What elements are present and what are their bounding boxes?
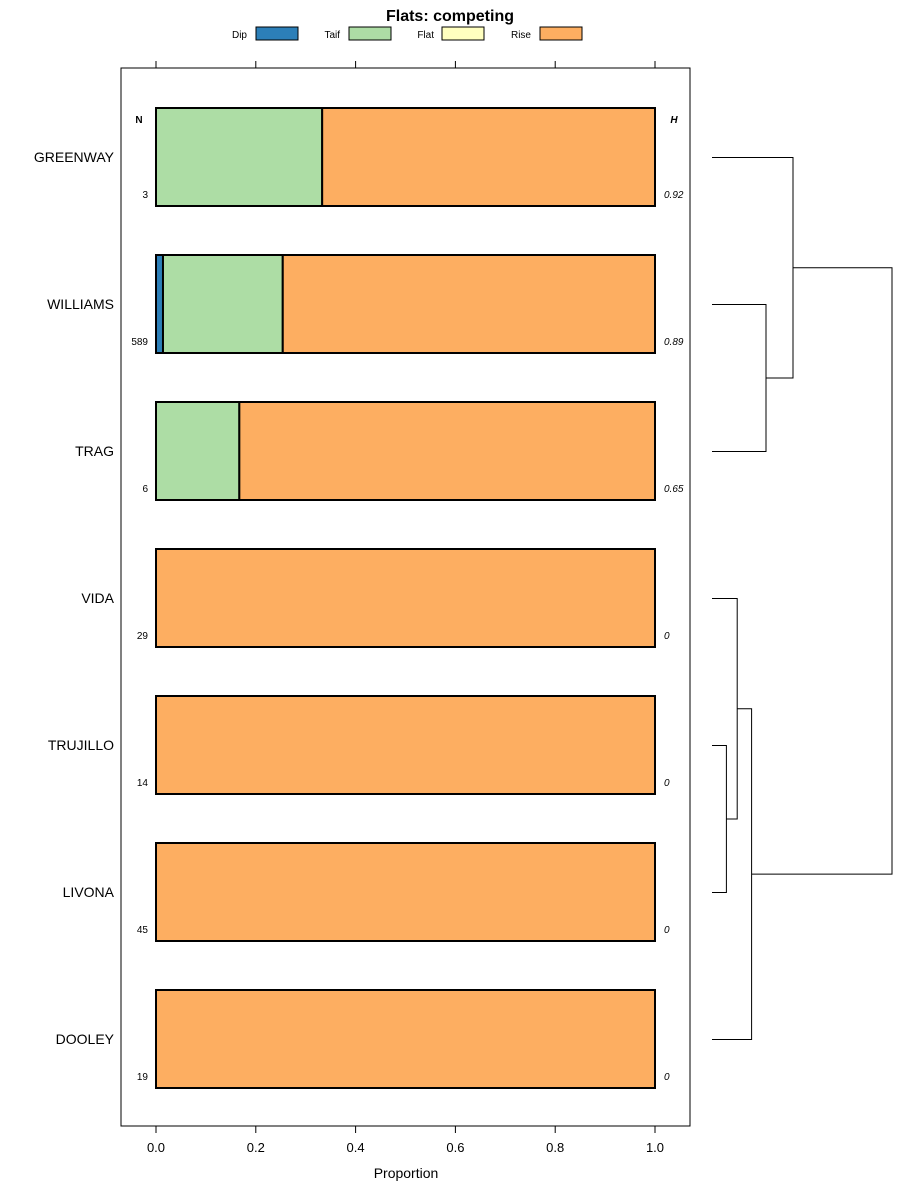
bar-segment-trag-taif [155,401,241,501]
legend-swatch-taif [348,26,392,41]
x-tick-label-2: 0.4 [347,1140,365,1155]
legend-label-rise: Rise [511,30,531,41]
n-value-trujillo: 14 [137,778,149,789]
legend-swatch-rise [539,26,583,41]
bar-segment-greenway-rise [321,107,656,207]
h-value-williams: 0.89 [664,337,684,348]
legend-label-taif: Taif [324,30,340,41]
legend-swatch-dip [255,26,299,41]
h-value-dooley: 0 [664,1072,670,1083]
dendrogram-link-3 [712,598,738,820]
plot-frame [120,67,691,1127]
bar-segment-dooley-rise [155,989,656,1089]
bar-segment-vida-rise [155,548,656,648]
category-label-vida: VIDA [81,590,114,606]
x-axis: 0.0 0.2 0.4 0.6 0.8 1.0 [147,1126,664,1155]
category-label-livona: LIVONA [63,884,115,900]
category-label-williams: WILLIAMS [47,296,114,312]
h-value-vida: 0 [664,631,670,642]
side-labels: GREENWAY 3 0.92 N H WILLIAMS 589 0.89 TRAG 6 0.65 V… [34,115,684,1083]
bar-segment-williams-taif [161,254,284,354]
bar-segment-williams-dip [155,254,164,354]
x-tick-label-0: 0.0 [147,1140,165,1155]
x-axis-title: Proportion [374,1165,439,1181]
n-value-vida: 29 [137,631,149,642]
top-axis-ticks [155,61,656,68]
legend-label-flat: Flat [417,30,434,41]
h-value-trujillo: 0 [664,778,670,789]
chart-title: Flats: competing [386,8,514,25]
dendrogram [712,157,893,1040]
bar-segment-trujillo-rise [155,695,656,795]
n-value-dooley: 19 [137,1072,149,1083]
category-label-trag: TRAG [75,443,114,459]
bars-group [155,107,656,1089]
bar-segment-greenway-taif [155,107,324,207]
x-tick-label-3: 0.6 [446,1140,464,1155]
bar-segment-livona-rise [155,842,656,942]
n-value-trag: 6 [142,484,148,495]
n-header: N [135,115,142,126]
x-tick-label-5: 1.0 [646,1140,664,1155]
category-label-dooley: DOOLEY [56,1031,115,1047]
dendrogram-link-0 [712,304,767,452]
h-value-trag: 0.65 [664,484,684,495]
category-label-greenway: GREENWAY [34,149,115,165]
dendrogram-link-2 [712,745,727,893]
category-label-trujillo: TRUJILLO [48,737,114,753]
n-value-williams: 589 [131,337,148,348]
dendrogram-link-5 [751,267,893,875]
h-value-greenway: 0.92 [664,190,684,201]
h-value-livona: 0 [664,925,670,936]
bar-segment-trag-rise [238,401,656,501]
n-value-greenway: 3 [142,190,148,201]
bar-segment-williams-rise [281,254,656,354]
x-tick-label-1: 0.2 [247,1140,265,1155]
n-value-livona: 45 [137,925,149,936]
dendrogram-link-1 [712,157,794,379]
legend-label-dip: Dip [232,30,247,41]
h-header: H [670,115,678,126]
dendrogram-link-4 [712,708,753,1040]
x-tick-label-4: 0.8 [546,1140,564,1155]
legend: Dip Taif Flat Rise [232,26,583,41]
legend-swatch-flat [441,26,485,41]
